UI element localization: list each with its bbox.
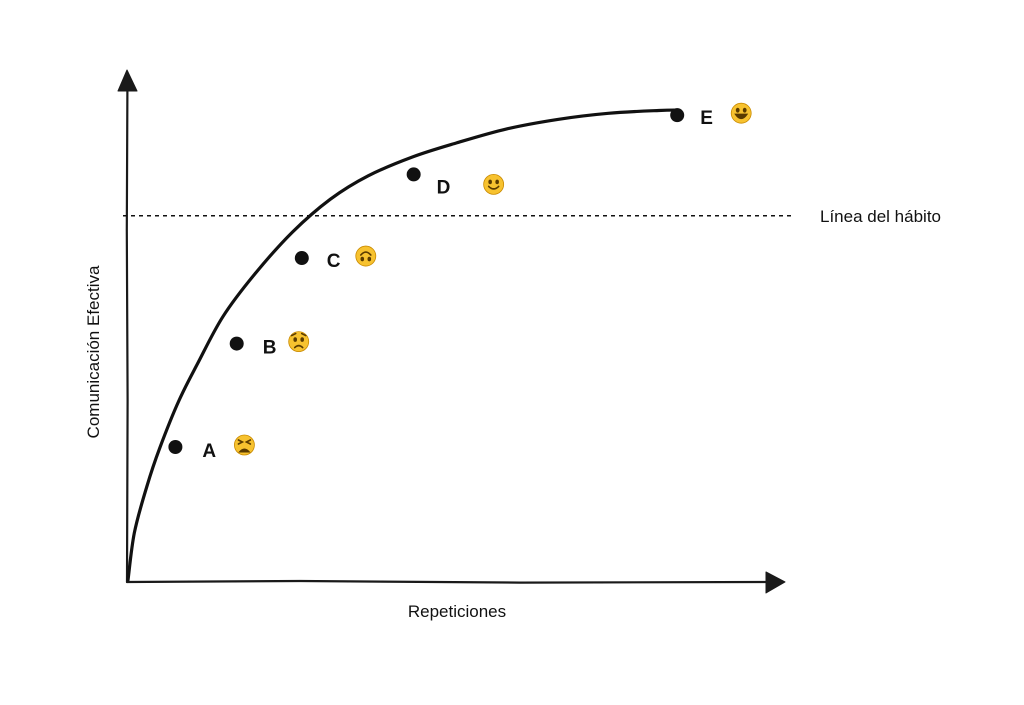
axes: [117, 69, 786, 594]
point-d: D: [406, 167, 505, 198]
point-c: C: [294, 245, 377, 272]
point-marker: [406, 167, 421, 182]
grinning-face-icon: [730, 102, 752, 124]
y-axis-title: Comunicación Efectiva: [84, 265, 103, 438]
worried-face-icon: [288, 331, 310, 352]
point-label: D: [437, 177, 451, 198]
y-axis: [125, 88, 129, 584]
point-marker: [294, 251, 309, 266]
point-b: B: [229, 331, 310, 359]
habit-line-label: Línea del hábito: [820, 207, 941, 226]
point-marker: [229, 336, 244, 351]
point-label: B: [263, 338, 277, 359]
point-marker: [670, 108, 685, 123]
learning-curve: [126, 108, 680, 582]
point-e: E: [670, 102, 752, 129]
x-axis-arrow: [765, 571, 786, 594]
points-layer: A B C D E: [168, 102, 752, 462]
point-a: A: [168, 434, 255, 462]
slightly-smiling-face-icon: [483, 173, 505, 195]
weary-face-icon: [233, 434, 255, 456]
point-label: C: [327, 251, 341, 272]
point-label: A: [202, 441, 216, 462]
point-marker: [168, 439, 183, 454]
point-label: E: [700, 108, 713, 129]
x-axis-title: Repeticiones: [408, 602, 506, 621]
upside-down-face-icon: [355, 245, 377, 267]
x-axis: [125, 579, 774, 584]
y-axis-arrow: [117, 69, 138, 92]
